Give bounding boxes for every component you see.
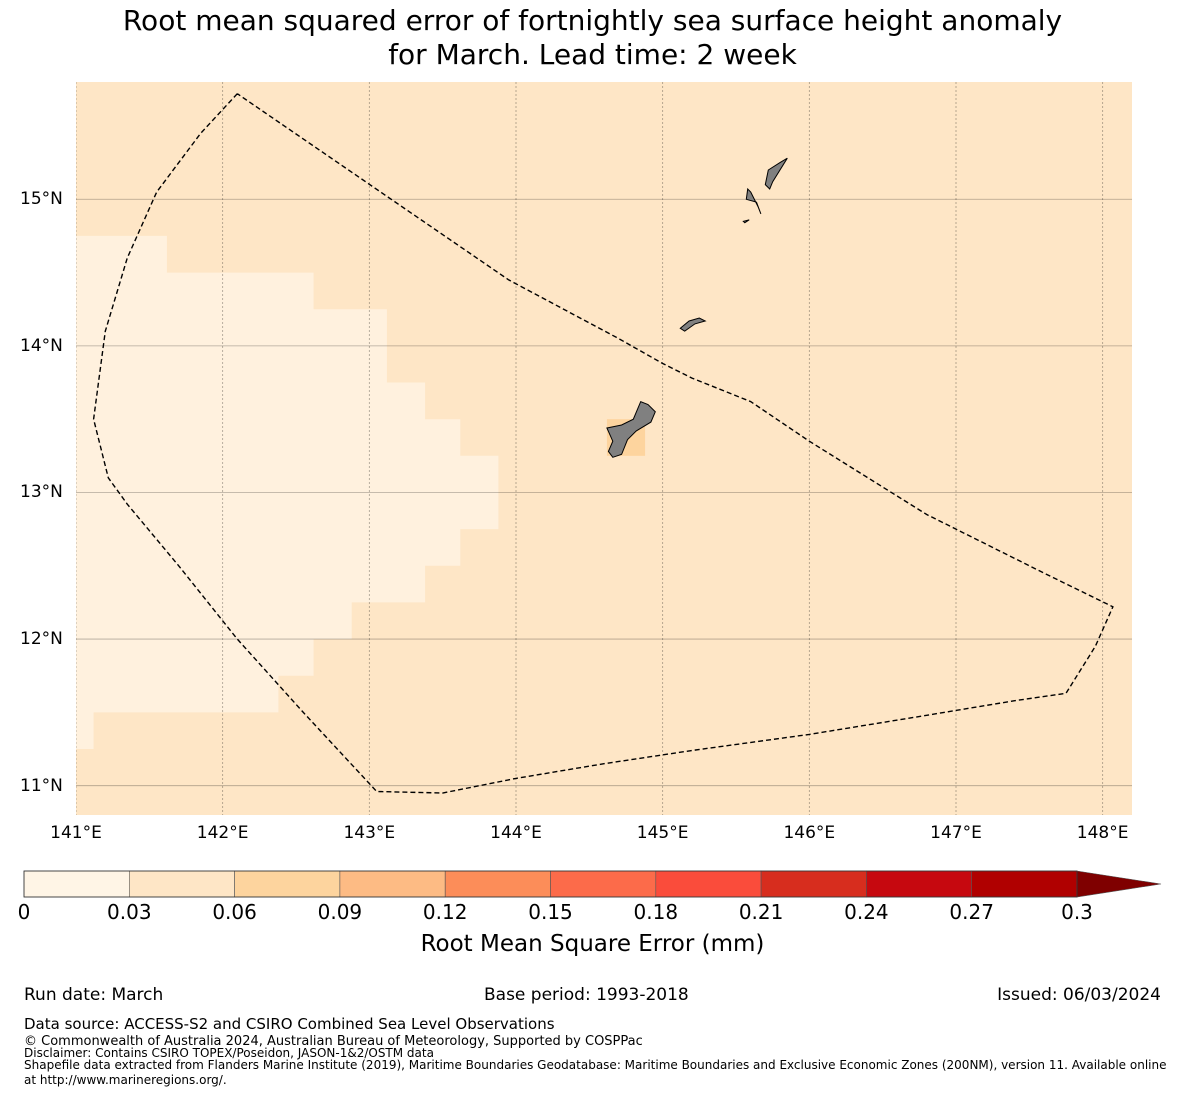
- title-line-2: for March. Lead time: 2 week: [388, 38, 797, 71]
- lon-tick-label: 146°E: [783, 823, 836, 843]
- eez-boundary: [92, 93, 1114, 794]
- lon-tick-label: 145°E: [636, 823, 689, 843]
- island: [606, 400, 656, 458]
- colorbar-segment: [129, 870, 235, 898]
- colorbar-tick: 0.27: [949, 900, 994, 924]
- base-period: Base period: 1993-2018: [484, 985, 689, 1005]
- colorbar-tick: 0.3: [1061, 900, 1093, 924]
- colorbar-label: Root Mean Square Error (mm): [420, 931, 765, 957]
- colorbar-segment: [971, 870, 1078, 898]
- lat-tick-label: 13°N: [20, 482, 63, 503]
- colorbar-segment: [234, 870, 341, 898]
- colorbar-extend-arrow: [1076, 870, 1162, 898]
- title-line-1: Root mean squared error of fortnightly s…: [122, 4, 1063, 37]
- data-source: Data source: ACCESS-S2 and CSIRO Combine…: [24, 1015, 555, 1033]
- colorbar-segment: [760, 870, 867, 898]
- colorbar-tick: 0.06: [212, 900, 257, 924]
- colorbar-tick: 0.09: [317, 900, 363, 924]
- shapefile-credit-2: at http://www.marineregions.org/.: [24, 1073, 227, 1087]
- shapefile-credit-1: Shapefile data extracted from Flanders M…: [24, 1058, 1167, 1072]
- colorbar-segment: [550, 870, 657, 898]
- lon-tick-label: 147°E: [930, 823, 982, 843]
- lon-tick-label: 148°E: [1076, 823, 1129, 843]
- lat-tick-label: 11°N: [20, 775, 63, 796]
- colorbar-frame: [23, 870, 1078, 898]
- colorbar-tick: 0.12: [422, 900, 468, 924]
- chart-title: Root mean squared error of fortnightly s…: [0, 4, 1185, 72]
- colorbar-segment: [23, 870, 130, 898]
- disclaimer: Disclaimer: Contains CSIRO TOPEX/Poseido…: [24, 1046, 434, 1060]
- run-date: Run date: March: [24, 985, 164, 1005]
- lon-tick-label: 141°E: [50, 823, 102, 843]
- copyright: © Commonwealth of Australia 2024, Austra…: [24, 1034, 643, 1049]
- lon-tick-label: 144°E: [490, 823, 542, 843]
- issued-date: Issued: 06/03/2024: [997, 985, 1161, 1005]
- island: [745, 187, 762, 215]
- colorbar-tick: 0: [17, 900, 31, 924]
- lon-tick-label: 142°E: [196, 823, 249, 843]
- lat-tick-label: 14°N: [20, 335, 63, 356]
- colorbar-tick: 0.15: [528, 900, 573, 924]
- colorbar: [23, 870, 1162, 898]
- map-layer: [76, 82, 1132, 815]
- colorbar-tick: 0.03: [107, 900, 152, 924]
- island: [764, 157, 788, 190]
- colorbar-tick: 0.24: [844, 900, 889, 924]
- colorbar-segment: [655, 870, 762, 898]
- colorbar-segment: [444, 870, 551, 898]
- colorbar-tick: 0.18: [633, 900, 679, 924]
- island: [742, 219, 750, 224]
- lat-tick-label: 12°N: [20, 629, 63, 650]
- map-content: [76, 82, 1132, 815]
- low-error-region: [76, 235, 499, 749]
- lon-tick-label: 143°E: [343, 823, 396, 843]
- colorbar-segment: [339, 870, 446, 898]
- island: [679, 317, 707, 332]
- colorbar-segment: [866, 870, 973, 898]
- colorbar-tick: 0.21: [738, 900, 784, 924]
- lat-tick-label: 15°N: [20, 189, 63, 210]
